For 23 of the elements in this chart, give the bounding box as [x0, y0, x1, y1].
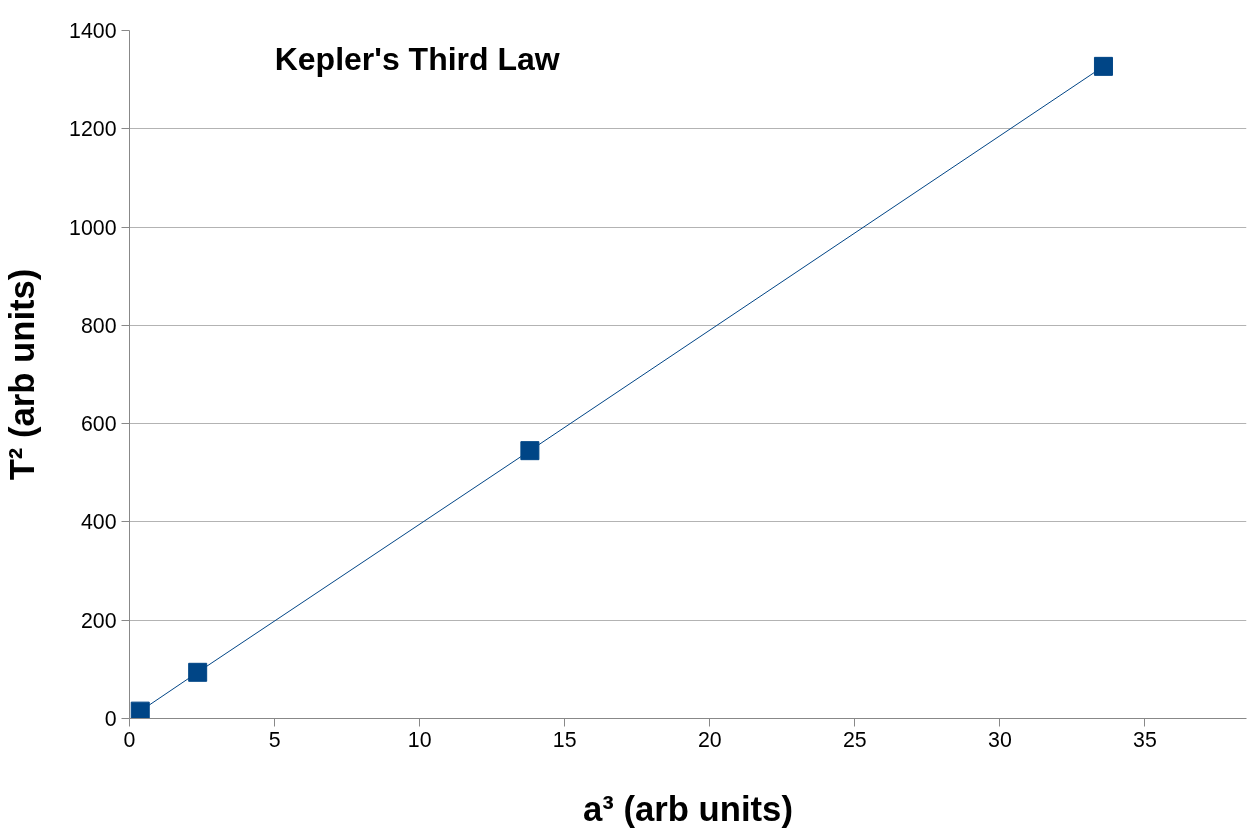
- point: [130, 701, 150, 719]
- x-tick-label: 25: [842, 727, 867, 752]
- y-tick-label: 800: [80, 313, 117, 338]
- y-tick-label: 1200: [69, 117, 117, 142]
- x-tick-label: 20: [697, 727, 722, 752]
- point: [1093, 56, 1113, 76]
- y-tick-label: 200: [80, 608, 117, 633]
- point: [188, 662, 208, 682]
- point: [520, 441, 540, 461]
- x-tick-label: 35: [1133, 727, 1157, 752]
- x-axis-title: a³ (arb units): [583, 789, 793, 828]
- y-tick-label: 1400: [69, 19, 117, 43]
- x-tick-label: 15: [552, 727, 577, 752]
- chart-title: Kepler's Third Law: [274, 40, 560, 77]
- y-tick-label: 0: [104, 707, 117, 731]
- y-tick-label: 1000: [69, 215, 117, 240]
- x-tick-label: 10: [407, 727, 432, 752]
- y-tick-label: 600: [80, 412, 117, 437]
- y-tick-label: 400: [80, 510, 117, 535]
- x-tick-label: 5: [268, 727, 281, 752]
- x-tick-label: 30: [988, 727, 1012, 752]
- x-tick-label: 0: [123, 727, 136, 752]
- y-axis-title: T² (arb units): [3, 268, 42, 481]
